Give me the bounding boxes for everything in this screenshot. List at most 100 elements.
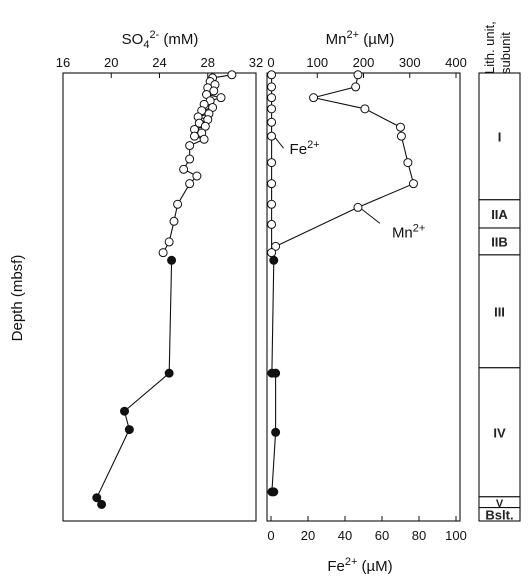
- mn-fe-series1-point-4: [267, 117, 277, 127]
- sulfate-series0-point-25: [185, 179, 195, 189]
- mn-axis-title: Mn2+ (µM): [326, 29, 395, 48]
- sulfate-tick-label-4: 32: [249, 55, 263, 70]
- sulfate-axis-title: SO42- (mM): [122, 29, 199, 51]
- mn-fe-series0-point-2: [309, 93, 319, 103]
- fe-tick-label-0: 0: [267, 528, 274, 543]
- lithology-header-line-1: Lith. unit,: [482, 21, 497, 74]
- lith-unit-box-1: [478, 199, 521, 229]
- annotation-leader-0: [275, 137, 284, 149]
- sulfate-x-axis: 16 20 24 28 32: [56, 55, 263, 78]
- mn-fe-series1-point-6: [267, 158, 277, 168]
- sulfate-tick-label-3: 28: [201, 55, 215, 70]
- mn-fe-series2-point-0: [269, 255, 279, 265]
- sulfate-series1-point-1: [164, 368, 174, 378]
- fe-x-axis-bottom: 0 20 40 60 80 100: [267, 516, 467, 543]
- mn-fe-lines: [271, 74, 415, 493]
- mn-fe-series1-point-3: [267, 104, 277, 114]
- mn-fe-series1-point-2: [267, 93, 277, 103]
- lith-unit-box-0: [478, 72, 521, 201]
- mn-fe-series0-point-5: [396, 131, 406, 141]
- lith-unit-label-1: IIA: [491, 207, 508, 222]
- mn-fe-series0-point-9: [271, 241, 281, 251]
- sulfate-tick-label-0: 16: [56, 55, 70, 70]
- fe-tick-label-1: 20: [301, 528, 315, 543]
- sulfate-series0-point-16: [200, 121, 210, 131]
- sulfate-series1-point-0: [167, 255, 177, 265]
- mn-fe-annotations: Fe2+ Mn2+: [275, 137, 425, 241]
- lith-unit-label-2: IIB: [491, 234, 508, 249]
- mn-fe-series1-point-1: [267, 82, 277, 92]
- sulfate-series0-point-26: [173, 199, 183, 209]
- sulfate-series0-point-19: [189, 131, 199, 141]
- mn-fe-series0-point-7: [408, 179, 418, 189]
- mn-fe-series0-point-4: [396, 122, 405, 132]
- lithology-header-line-2: subunit: [498, 32, 513, 74]
- lith-unit-label-0: I: [498, 129, 502, 144]
- mn-tick-label-4: 400: [445, 55, 467, 70]
- mn-fe-series0-point-1: [351, 82, 361, 92]
- sulfate-panel: 16 20 24 28 32 SO42- (mM) Depth (mbsf): [9, 29, 263, 522]
- mn-fe-series2-point-5: [269, 487, 279, 497]
- sulfate-series0-point-29: [158, 248, 168, 258]
- mn-tick-label-0: 0: [267, 55, 274, 70]
- fe-axis-title: Fe2+ (µM): [327, 556, 392, 575]
- mn-fe-points: [267, 70, 418, 497]
- mn-fe-series0-point-6: [403, 158, 413, 168]
- sulfate-plot-frame: [62, 72, 257, 522]
- sulfate-points: [92, 70, 237, 509]
- sulfate-series1-line: [96, 260, 173, 505]
- mn-tick-label-1: 100: [306, 55, 328, 70]
- annotation-label-1: Mn2+: [392, 222, 425, 241]
- sulfate-series0-point-23: [179, 164, 189, 174]
- sulfate-series0-point-7: [216, 93, 226, 103]
- sulfate-series0-point-24: [192, 171, 202, 181]
- sulfate-series1-point-5: [97, 499, 107, 509]
- sulfate-series0-point-0: [227, 70, 237, 80]
- mn-fe-series0-line: [275, 74, 415, 247]
- mn-fe-series1-point-10: [267, 248, 277, 258]
- sulfate-series1-point-4: [92, 493, 102, 503]
- lith-unit-box-4: [478, 367, 521, 498]
- sulfate-lines: [96, 74, 232, 505]
- manganese-iron-panel: 0 100 200 300 400 0 20 40 60 80 100 Mn2+ (µM) Fe2…: [266, 29, 467, 575]
- lith-unit-box-6: [478, 507, 521, 522]
- sulfate-series0-point-20: [199, 134, 209, 144]
- annotation-leader-1: [361, 209, 381, 224]
- lith-unit-label-4: IV: [493, 425, 506, 440]
- mn-fe-series1-point-8: [267, 199, 277, 209]
- sulfate-series1-point-2: [120, 406, 130, 416]
- mn-fe-series1-point-0: [267, 70, 277, 80]
- mn-fe-series2-point-2: [271, 368, 281, 378]
- mn-tick-label-2: 200: [353, 55, 375, 70]
- annotation-label-0: Fe2+: [290, 139, 320, 158]
- mn-tick-label-3: 300: [399, 55, 421, 70]
- depth-axis-label: Depth (mbsf): [9, 255, 26, 342]
- mn-fe-series1-point-9: [267, 219, 277, 229]
- mn-fe-series1-point-5: [267, 131, 277, 141]
- mn-fe-series2-point-3: [271, 427, 281, 437]
- sulfate-series1-point-3: [124, 425, 134, 435]
- mn-fe-series0-point-8: [353, 202, 363, 212]
- lith-unit-label-3: III: [494, 304, 505, 319]
- mn-x-axis-top: 0 100 200 300 400: [267, 55, 467, 78]
- fe-tick-label-2: 40: [338, 528, 352, 543]
- mn-fe-series0-point-0: [353, 70, 363, 80]
- sulfate-tick-label-2: 24: [152, 55, 166, 70]
- lith-unit-box-2: [478, 227, 521, 256]
- sulfate-tick-label-1: 20: [104, 55, 118, 70]
- mn-fe-series1-point-7: [267, 179, 277, 189]
- sulfate-series0-point-28: [164, 237, 174, 247]
- sulfate-series0-point-21: [185, 141, 195, 151]
- fe-tick-label-4: 80: [412, 528, 426, 543]
- sulfate-series0-point-5: [209, 86, 219, 96]
- lith-unit-label-5: V: [496, 498, 504, 510]
- lith-unit-label-6: Bslt.: [485, 507, 513, 522]
- fe-tick-label-3: 60: [375, 528, 389, 543]
- fe-tick-label-5: 100: [445, 528, 467, 543]
- sulfate-series0-point-27: [169, 216, 179, 226]
- lith-unit-box-3: [478, 254, 521, 369]
- sulfate-series0-point-22: [185, 154, 195, 164]
